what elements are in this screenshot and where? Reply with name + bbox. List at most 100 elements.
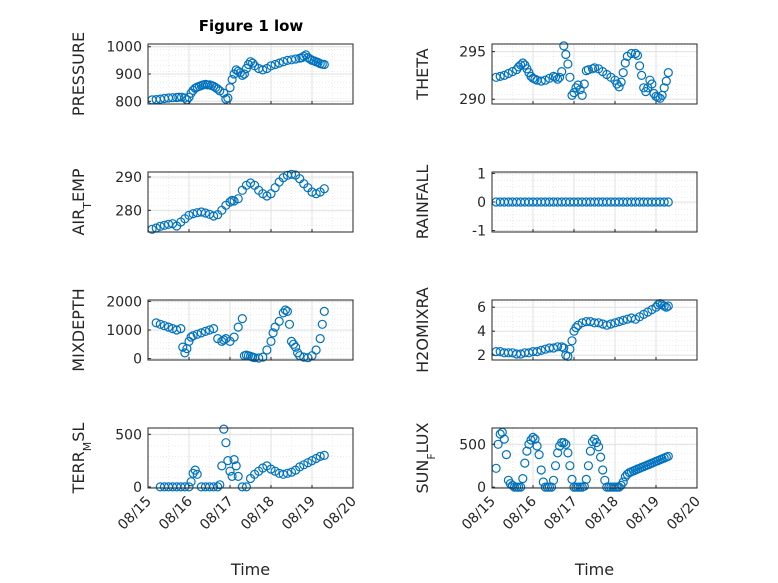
- data-point: [532, 347, 542, 357]
- data-point: [178, 342, 188, 352]
- data-point: [213, 84, 223, 94]
- data-point: [209, 211, 219, 221]
- data-point: [630, 48, 641, 59]
- y-axis-label: RAINFALL: [413, 165, 432, 240]
- data-point: [567, 90, 577, 101]
- data-point: [200, 326, 210, 336]
- data-point: [233, 194, 243, 204]
- data-point: [499, 434, 509, 444]
- data-point: [233, 322, 243, 332]
- data-point: [663, 301, 673, 311]
- y-tick-label: 1000: [106, 40, 142, 56]
- data-point: [659, 197, 669, 207]
- data-point: [159, 321, 169, 331]
- data-point: [243, 59, 253, 70]
- data-point: [557, 66, 567, 77]
- data-point: [180, 348, 190, 358]
- data-point: [262, 345, 272, 355]
- data-point: [616, 77, 626, 87]
- data-point: [595, 452, 606, 462]
- data-point: [184, 210, 194, 220]
- y-axis-label: SUNFLUX: [413, 422, 438, 493]
- data-point: [291, 54, 301, 64]
- y-tick-label: -1: [472, 224, 486, 240]
- data-point: [319, 184, 329, 194]
- data-point: [503, 68, 513, 79]
- data-point: [593, 318, 604, 328]
- data-point: [237, 70, 247, 81]
- data-point: [540, 75, 550, 85]
- data-point: [223, 93, 233, 103]
- data-point: [571, 83, 581, 93]
- y-axis-label: AIRTEMP: [69, 168, 94, 235]
- data-point: [565, 461, 575, 471]
- y-tick-label: 900: [115, 67, 142, 83]
- data-point: [550, 461, 561, 471]
- data-point: [319, 59, 329, 70]
- y-axis-label: TERRMSL: [69, 423, 94, 495]
- data-point: [583, 461, 594, 471]
- data-point: [227, 471, 237, 481]
- data-point: [313, 57, 323, 68]
- data-point: [278, 57, 288, 67]
- data-point: [311, 189, 321, 199]
- data-point: [172, 325, 182, 335]
- data-point: [530, 434, 540, 444]
- data-point: [634, 61, 645, 71]
- data-point: [288, 339, 299, 349]
- data-point: [221, 94, 231, 104]
- data-point: [569, 87, 579, 98]
- data-point: [317, 319, 327, 329]
- data-point: [219, 424, 229, 434]
- data-point: [536, 76, 546, 86]
- data-point: [589, 63, 600, 73]
- data-point: [661, 76, 671, 86]
- data-point: [274, 316, 284, 326]
- data-point: [507, 66, 518, 77]
- y-tick-label: 0: [133, 480, 142, 496]
- data-point: [612, 79, 622, 89]
- data-point: [536, 465, 546, 475]
- data-point: [659, 83, 669, 93]
- data-point: [587, 437, 598, 447]
- data-point: [563, 59, 573, 69]
- data-point: [190, 83, 200, 93]
- y-tick-label: 295: [459, 45, 486, 61]
- y-tick-label: 1: [477, 166, 486, 182]
- y-axis-label: MIXDEPTH: [69, 288, 88, 371]
- y-tick-label: 500: [459, 437, 486, 453]
- data-point: [192, 469, 202, 479]
- data-point: [598, 465, 608, 475]
- figure-title: Figure 1 low: [199, 17, 304, 35]
- data-point: [495, 71, 505, 82]
- y-tick-label: 6: [477, 300, 486, 316]
- data-point: [227, 74, 237, 85]
- data-point: [282, 468, 292, 478]
- y-tick-label: 290: [459, 92, 486, 108]
- data-point: [659, 301, 669, 311]
- data-point: [520, 458, 530, 468]
- data-point: [229, 455, 239, 465]
- data-point: [186, 477, 196, 487]
- data-point: [268, 328, 278, 338]
- y-tick-label: 1000: [106, 323, 142, 339]
- data-point: [600, 475, 610, 485]
- data-point: [219, 335, 229, 345]
- data-point: [319, 450, 329, 460]
- data-point: [235, 67, 245, 78]
- data-point: [176, 324, 186, 334]
- data-point: [200, 208, 210, 218]
- subplot-4: -1 0 1 RAINFALL: [413, 165, 698, 240]
- data-point: [258, 65, 268, 75]
- y-tick-label: 2: [477, 348, 486, 364]
- data-point: [632, 50, 643, 61]
- y-tick-label: 4: [477, 324, 486, 340]
- data-point: [606, 319, 616, 329]
- data-point: [571, 323, 581, 333]
- data-point: [274, 58, 284, 68]
- x-axis-label: Time: [230, 560, 270, 579]
- data-point: [168, 93, 178, 103]
- data-point: [563, 448, 573, 458]
- data-point: [204, 325, 215, 335]
- data-point: [155, 221, 165, 231]
